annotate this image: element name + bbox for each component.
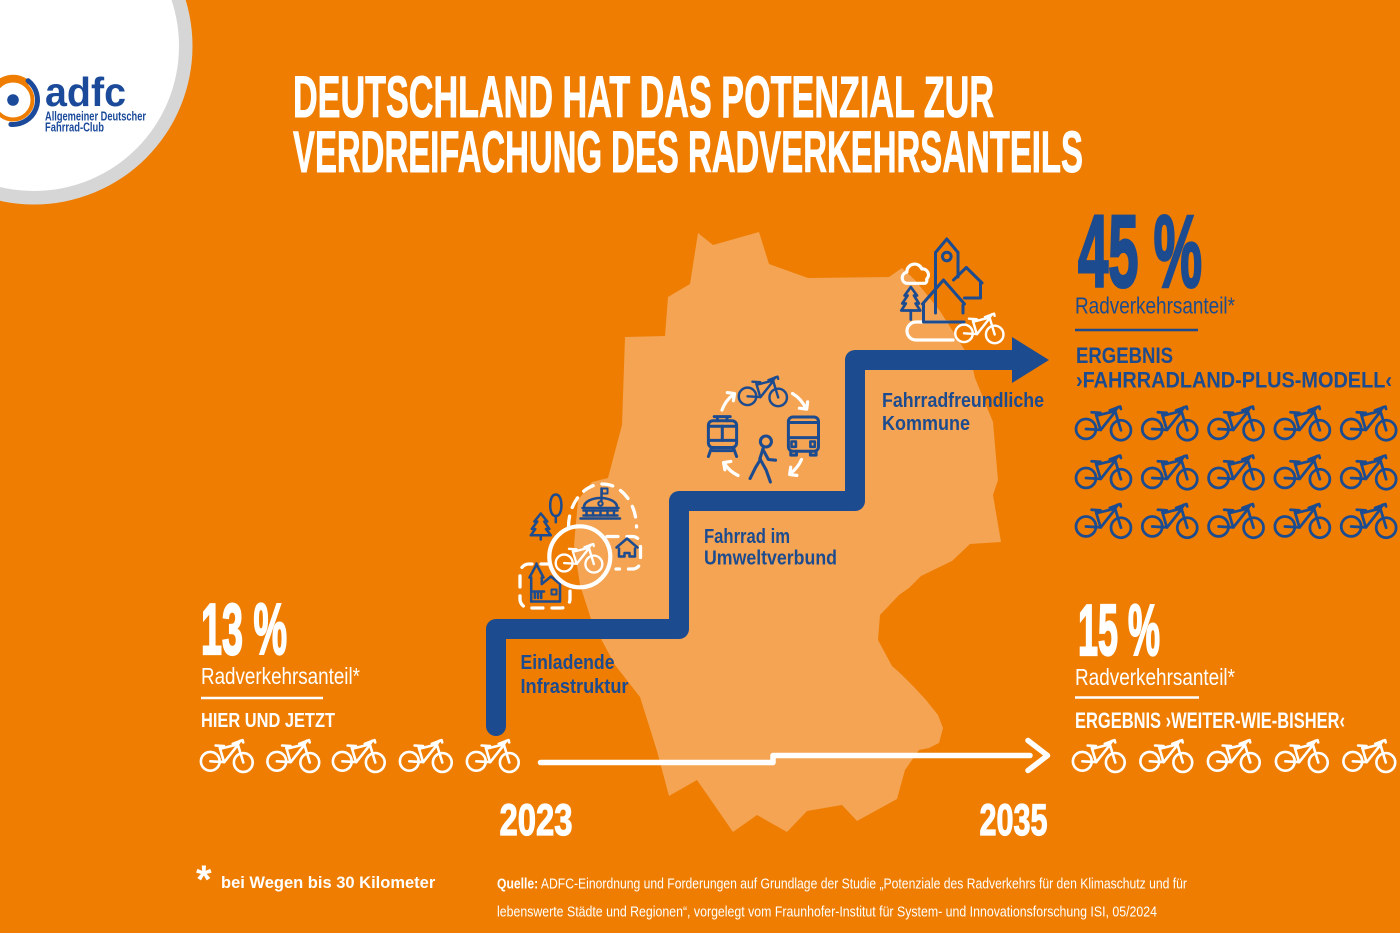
svg-text:Quelle: ADFC-Einordnung und Fo: Quelle: ADFC-Einordnung und Forderungen … <box>497 877 1187 893</box>
svg-text:Radverkehrsanteil*: Radverkehrsanteil* <box>1075 293 1235 319</box>
svg-text:*: * <box>196 858 212 902</box>
svg-text:Fahrrad im: Fahrrad im <box>704 525 790 548</box>
svg-text:lebenswerte Städte und Regione: lebenswerte Städte und Regionen“, vorgel… <box>497 905 1157 921</box>
svg-text:ERGEBNIS: ERGEBNIS <box>1076 343 1173 368</box>
svg-text:Fahrradfreundliche: Fahrradfreundliche <box>882 389 1044 412</box>
svg-text:2035: 2035 <box>980 796 1048 845</box>
svg-text:Fahrrad-Club: Fahrrad-Club <box>45 120 104 135</box>
svg-text:Umweltverbund: Umweltverbund <box>704 547 837 570</box>
svg-text:adfc: adfc <box>45 69 126 115</box>
svg-text:2023: 2023 <box>500 796 573 845</box>
svg-text:45 %: 45 % <box>1078 194 1202 309</box>
svg-text:Allgemeiner Deutscher: Allgemeiner Deutscher <box>45 109 146 124</box>
svg-text:Infrastruktur: Infrastruktur <box>521 675 629 698</box>
svg-text:Kommune: Kommune <box>882 412 970 435</box>
svg-text:bei Wegen bis 30 Kilometer: bei Wegen bis 30 Kilometer <box>221 874 436 892</box>
svg-text:Radverkehrsanteil*: Radverkehrsanteil* <box>1075 664 1235 690</box>
svg-text:HIER UND JETZT: HIER UND JETZT <box>201 710 335 732</box>
svg-text:Einladende: Einladende <box>521 651 615 674</box>
svg-text:DEUTSCHLAND HAT DAS POTENZIAL: DEUTSCHLAND HAT DAS POTENZIAL ZUR <box>293 65 994 130</box>
svg-text:›FAHRRADLAND-PLUS-MODELL‹: ›FAHRRADLAND-PLUS-MODELL‹ <box>1076 368 1392 393</box>
svg-text:Radverkehrsanteil*: Radverkehrsanteil* <box>201 663 360 689</box>
svg-text:VERDREIFACHUNG DES RADVERKEHRS: VERDREIFACHUNG DES RADVERKEHRSANTEILS <box>293 120 1083 185</box>
svg-text:15 %: 15 % <box>1078 590 1160 671</box>
svg-text:13 %: 13 % <box>201 589 287 670</box>
svg-text:ERGEBNIS ›WEITER-WIE-BISHER‹: ERGEBNIS ›WEITER-WIE-BISHER‹ <box>1075 708 1345 733</box>
